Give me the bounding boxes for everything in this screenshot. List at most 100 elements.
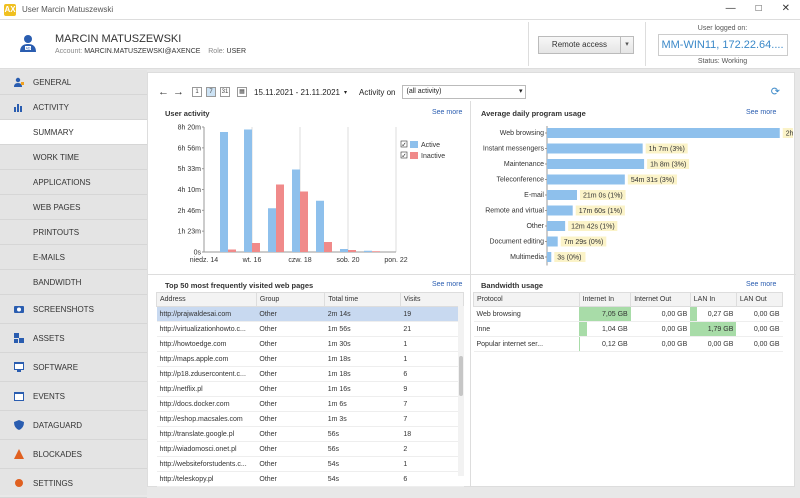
table-row[interactable]: http://netflix.pl Other 1m 16s 9 [156,381,464,397]
table-cell: Other [256,456,325,472]
summary-panel: ← → 1 7 31 ▦ 15.11.2021 - 21.11.2021 ▾ A… [147,72,796,487]
activity-on-select[interactable]: (all activity) [402,85,527,99]
table-scrollbar[interactable] [458,306,464,476]
table-row[interactable]: http://p18.zdusercontent.c... Other 1m 18s… [156,366,464,382]
sidebar-item-applications[interactable]: APPLICATIONS [0,170,147,195]
sidebar-item-software[interactable]: SOFTWARE [0,353,147,382]
chevron-down-icon[interactable]: ▾ [344,89,348,96]
column-header[interactable]: Visits [399,292,465,307]
table-cell: Other [256,336,325,352]
y-tick-label: 6h 56m [178,145,202,152]
bar-inactive [276,184,284,252]
table-row[interactable]: Web browsing 7,05 GB 0,00 GB 0,27 GB 0,00 GB [473,306,783,322]
toolbar: ← → 1 7 31 ▦ 15.11.2021 - 21.11.2021 ▾ A… [158,85,527,99]
app-icon: AX [4,3,16,16]
table-cell: Other [256,351,325,367]
sidebar-item-assets[interactable]: ASSETS [0,324,147,353]
table-cell: Other [256,321,325,337]
category-label: Document editing [490,239,545,246]
table-cell: 18 [400,426,464,442]
chevron-down-icon[interactable]: ▾ [625,41,629,48]
data-label-bg [575,205,625,216]
data-label: 1h 7m (3%) [649,146,685,153]
column-header[interactable]: Group [255,292,326,307]
sidebar-item-general[interactable]: GENERAL [0,70,147,95]
sidebar-item-e-mails[interactable]: E-MAILS [0,245,147,270]
refresh-icon[interactable]: ⟳ [770,86,780,98]
table-cell: http://wiadomosci.onet.pl [156,441,257,457]
sidebar-item-label: DATAGUARD [33,420,83,430]
usage-bar [547,221,566,231]
column-header[interactable]: Total time [324,292,401,307]
table-row[interactable]: http://maps.apple.com Other 1m 18s 1 [156,351,464,367]
minimize-button[interactable]: — [725,3,736,14]
table-row[interactable]: http://prajwaldesai.com Other 2m 14s 19 [156,306,464,322]
logged-on-host[interactable]: MM-WIN11, 172.22.64.... [657,34,788,56]
sidebar-item-label: WEB PAGES [33,202,81,212]
table-cell: http://prajwaldesai.com [156,306,257,322]
table-cell: 7,05 GB [579,306,631,322]
forward-arrow-icon[interactable]: → [173,86,184,98]
column-header[interactable]: Internet In [578,292,632,307]
column-header[interactable]: LAN Out [735,292,784,307]
table-cell: http://maps.apple.com [156,351,257,367]
back-arrow-icon[interactable]: ← [158,86,169,98]
day-view-button[interactable]: 1 [192,87,202,97]
table-row[interactable]: http://virtualizationhowto.c... Other 1m 5… [156,321,464,337]
software-icon [14,362,24,372]
close-button[interactable]: ✕ [781,3,790,14]
avg-usage-see-more[interactable]: See more [746,109,777,116]
table-cell: http://docs.docker.com [156,396,257,412]
sidebar-item-settings[interactable]: SETTINGS [0,469,147,498]
table-row[interactable]: http://eshop.macsales.com Other 1m 3s 7 [156,411,464,427]
month-view-button[interactable]: 31 [220,87,230,97]
user-info: Account: MARCIN.MATUSZEWSKI@AXENCE Role:… [55,48,246,55]
bandwidth-see-more[interactable]: See more [746,281,777,288]
date-range[interactable]: 15.11.2021 - 21.11.2021 [254,87,340,97]
sidebar-item-web-pages[interactable]: WEB PAGES [0,195,147,220]
x-tick-label: wt. 16 [242,257,262,264]
usage-bar [547,205,573,216]
bandwidth-table: Protocol Internet In Internet Out LAN In LAN… [473,292,784,352]
sidebar-item-activity[interactable]: ACTIVITY [0,95,147,120]
sidebar-item-label: SCREENSHOTS [33,304,94,314]
column-header[interactable]: Address [156,292,257,307]
sidebar-item-bandwidth[interactable]: BANDWIDTH [0,270,147,295]
category-label: Instant messengers [483,146,545,153]
table-row[interactable]: http://docs.docker.com Other 1m 6s 7 [156,396,464,412]
week-view-button[interactable]: 7 [206,87,216,97]
user-activity-see-more[interactable]: See more [432,109,463,116]
table-row[interactable]: http://websiteforstudents.c... Other 54s 1 [156,456,464,472]
y-tick-label: 8h 20m [178,125,202,132]
sidebar-item-printouts[interactable]: PRINTOUTS [0,220,147,245]
top-pages-see-more[interactable]: See more [432,281,463,288]
sidebar-item-work-time[interactable]: WORK TIME [0,145,147,170]
table-cell: 1 [400,351,464,367]
calendar-icon[interactable]: ▦ [237,87,247,97]
table-row[interactable]: http://teleskopy.pl Other 54s 6 [156,471,464,487]
table-row[interactable]: Inne 1,04 GB 0,00 GB 1,79 GB 0,00 GB [473,321,783,337]
scrollbar-thumb[interactable] [459,356,463,396]
remote-access-label[interactable]: Remote access [539,37,621,53]
remote-access-button[interactable]: Remote access ▾ [538,36,634,54]
table-cell: http://teleskopy.pl [156,471,257,487]
table-row[interactable]: http://wiadomosci.onet.pl Other 56s 2 [156,441,464,457]
table-row[interactable]: Popular internet ser... 0,12 GB 0,00 GB 0,0… [473,336,783,352]
column-header[interactable]: LAN In [689,292,737,307]
table-row[interactable]: http://translate.google.pl Other 56s 18 [156,426,464,442]
bar-inactive [228,249,236,252]
sidebar-item-summary[interactable]: SUMMARY [0,120,147,145]
maximize-button[interactable]: □ [755,3,762,14]
legend-swatch [410,141,418,148]
sidebar-item-dataguard[interactable]: DATAGUARD [0,411,147,440]
table-cell: 0,00 GB [736,336,783,352]
data-label-bg [645,143,688,154]
column-header[interactable]: Protocol [473,292,580,307]
sidebar-item-events[interactable]: EVENTS [0,382,147,411]
user-header: AD MARCIN MATUSZEWSKI Account: MARCIN.MA… [0,20,800,69]
table-row[interactable]: http://howtoedge.com Other 1m 30s 1 [156,336,464,352]
sidebar-item-screenshots[interactable]: SCREENSHOTS [0,295,147,324]
logged-on-panel: User logged on: MM-WIN11, 172.22.64.... … [650,25,795,65]
column-header[interactable]: Internet Out [630,292,691,307]
sidebar-item-blockades[interactable]: BLOCKADES [0,440,147,469]
